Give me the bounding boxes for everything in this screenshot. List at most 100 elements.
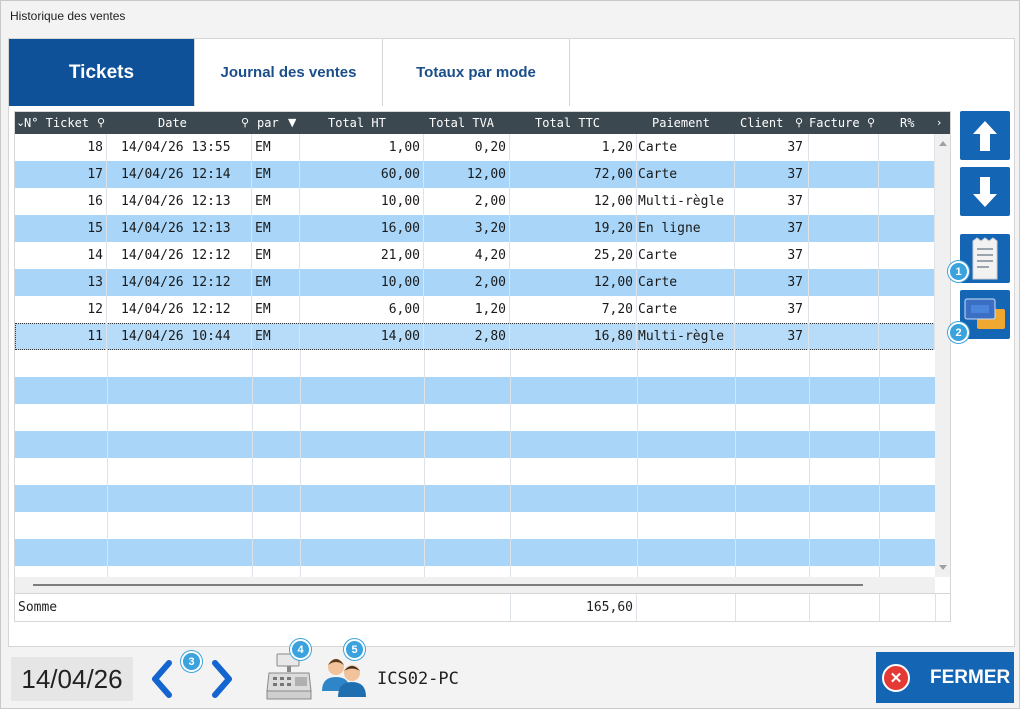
sort-icon[interactable]: ⌄ [16,116,26,129]
receipt-icon [972,236,998,279]
window-title: Historique des ventes [1,1,1019,32]
cell-remise [879,161,935,188]
workstation-name: ICS02-PC [377,669,459,689]
vertical-scrollbar[interactable] [935,134,950,577]
sum-label: Somme [18,600,58,615]
cell-total-tva: 2,00 [424,188,510,215]
next-day-button[interactable] [209,659,235,704]
table-row-selected[interactable]: 11 14/04/26 10:44 EM 14,00 2,80 16,80 Mu… [15,323,935,350]
close-button[interactable]: ✕ FERMER [876,652,1014,703]
empty-row [15,431,935,458]
cell-paiement: Carte [637,134,735,161]
search-icon[interactable]: ⚲ [867,116,876,129]
cell-total-ttc: 72,00 [510,161,637,188]
cell-facture [809,215,879,242]
table-row[interactable]: 14 14/04/26 12:12 EM 21,00 4,20 25,20 Ca… [15,242,935,269]
cell-total-ht: 14,00 [300,323,424,350]
col-ticket-number[interactable]: N° Ticket [24,116,90,130]
cell-remise [879,269,935,296]
cell-remise [879,188,935,215]
close-button-label: FERMER [930,666,1011,688]
table-row[interactable]: 13 14/04/26 12:12 EM 10,00 2,00 12,00 Ca… [15,269,935,296]
cell-total-ttc: 1,20 [510,134,637,161]
col-client[interactable]: Client [740,116,784,130]
col-date[interactable]: Date [158,116,187,130]
cell-total-ht: 10,00 [300,188,424,215]
cash-register-button[interactable] [265,651,313,708]
table-row[interactable]: 17 14/04/26 12:14 EM 60,00 12,00 72,00 C… [15,161,935,188]
scroll-down-button[interactable] [960,167,1010,216]
col-paiement[interactable]: Paiement [652,116,710,130]
cell-client: 37 [735,296,809,323]
cell-client: 37 [735,269,809,296]
chevron-left-icon [152,660,172,698]
cell-par: EM [252,215,300,242]
table-row[interactable]: 16 14/04/26 12:13 EM 10,00 2,00 12,00 Mu… [15,188,935,215]
cell-date: 14/04/26 13:55 [107,134,252,161]
cell-total-ht: 16,00 [300,215,424,242]
table-row[interactable]: 15 14/04/26 12:13 EM 16,00 3,20 19,20 En… [15,215,935,242]
cell-total-ttc: 16,80 [510,323,637,350]
filter-icon[interactable]: ▼ [288,116,297,129]
chevron-right-icon[interactable]: › [937,116,942,129]
col-total-ttc[interactable]: Total TTC [535,116,601,130]
cell-total-ht: 6,00 [300,296,424,323]
tab-totals-by-mode[interactable]: Totaux par mode [383,39,570,106]
cell-total-tva: 0,20 [424,134,510,161]
tab-tickets[interactable]: Tickets [9,39,195,106]
cell-facture [809,161,879,188]
receipt-button[interactable] [960,234,1010,283]
cell-total-tva: 2,80 [424,323,510,350]
scroll-down-arrow-icon [939,565,947,570]
table-row[interactable]: 18 14/04/26 13:55 EM 1,00 0,20 1,20 Cart… [15,134,935,161]
tab-sales-journal[interactable]: Journal des ventes [195,39,383,106]
cell-total-ttc: 12,00 [510,188,637,215]
col-remise[interactable]: R% [900,116,915,130]
badge-2: 2 [948,322,969,343]
cash-register-icon [266,653,312,700]
cell-ticket-number: 11 [15,323,107,350]
cell-par: EM [252,296,300,323]
cell-total-ttc: 7,20 [510,296,637,323]
cell-total-ht: 1,00 [300,134,424,161]
payment-cards-button[interactable] [960,290,1010,339]
search-icon[interactable]: ⚲ [241,116,250,129]
cell-client: 37 [735,242,809,269]
cell-ticket-number: 18 [15,134,107,161]
cell-facture [809,134,879,161]
empty-row [15,539,935,566]
scroll-up-button[interactable] [960,111,1010,160]
cell-total-ttc: 12,00 [510,269,637,296]
cell-par: EM [252,161,300,188]
search-icon[interactable]: ⚲ [97,116,106,129]
prev-day-button[interactable] [149,659,175,704]
cell-total-tva: 3,20 [424,215,510,242]
col-facture[interactable]: Facture [809,116,860,130]
cell-remise [879,242,935,269]
badge-4: 4 [290,639,311,660]
cell-total-tva: 12,00 [424,161,510,188]
cell-par: EM [252,242,300,269]
cell-ticket-number: 15 [15,215,107,242]
table-row[interactable]: 12 14/04/26 12:12 EM 6,00 1,20 7,20 Cart… [15,296,935,323]
grid-header: ⌄ N° Ticket ⚲ Date ⚲ par ▼ Total HT Tota… [15,112,950,134]
cell-ticket-number: 17 [15,161,107,188]
cell-remise [879,323,935,350]
badge-5: 5 [344,639,365,660]
current-date[interactable]: 14/04/26 [11,657,133,701]
cell-par: EM [252,323,300,350]
col-par[interactable]: par [257,116,279,130]
cell-date: 14/04/26 12:12 [107,269,252,296]
search-icon[interactable]: ⚲ [795,116,804,129]
cell-client: 37 [735,161,809,188]
cell-par: EM [252,188,300,215]
col-total-ht[interactable]: Total HT [328,116,386,130]
cell-par: EM [252,269,300,296]
cell-ticket-number: 16 [15,188,107,215]
col-total-tva[interactable]: Total TVA [429,116,495,130]
horizontal-scroll-thumb[interactable] [33,584,863,586]
horizontal-scrollbar[interactable] [15,577,935,593]
users-button[interactable] [319,651,371,706]
arrow-down-icon [973,176,997,207]
